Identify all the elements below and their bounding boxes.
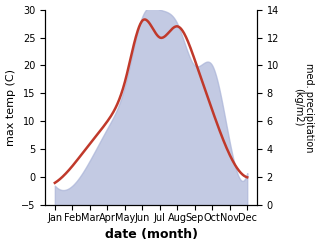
X-axis label: date (month): date (month) xyxy=(105,228,197,242)
Y-axis label: max temp (C): max temp (C) xyxy=(5,69,16,146)
Y-axis label: med. precipitation
(kg/m2): med. precipitation (kg/m2) xyxy=(293,63,315,152)
